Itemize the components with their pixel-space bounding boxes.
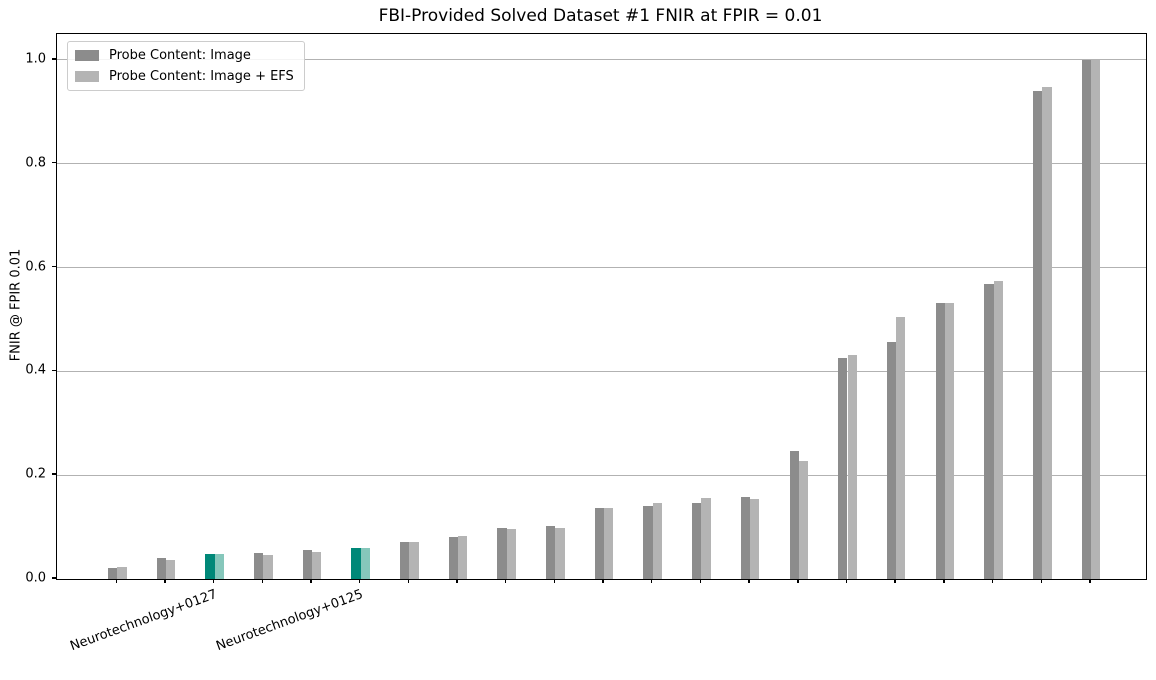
bar-image-12 [692, 502, 702, 579]
x-tick-mark [310, 579, 312, 583]
legend-label: Probe Content: Image + EFS [109, 69, 294, 84]
bar-image-efs-12 [701, 497, 711, 579]
bar-image-13 [740, 497, 751, 579]
legend-label: Probe Content: Image [109, 48, 251, 63]
legend-swatch-icon [75, 71, 99, 82]
bar-image-17 [935, 303, 945, 579]
x-tick-mark [261, 579, 264, 583]
x-tick-mark [845, 579, 848, 583]
x-tick-mark [1040, 579, 1042, 583]
y-tick-label: 0.6 [25, 259, 46, 275]
gridline-y-0.2 [57, 474, 1146, 476]
bar-image-7 [448, 537, 459, 579]
bar-image-efs-13 [750, 499, 760, 579]
bar-image-efs-0 [117, 567, 127, 579]
bar-image-efs-11 [652, 503, 663, 579]
x-tick-mark [748, 579, 750, 583]
gridline-y-0.4 [57, 370, 1146, 372]
bar-image-efs-6 [409, 541, 419, 579]
x-tick-mark [407, 579, 410, 583]
bar-image-16 [886, 342, 897, 579]
bar-image-efs-4 [312, 551, 322, 579]
x-tick-mark [164, 579, 166, 583]
x-tick-mark [1089, 579, 1091, 583]
legend-rows: Probe Content: Image Probe Content: Image… [75, 48, 294, 84]
gridline-y-1 [57, 59, 1146, 61]
bar-image-6 [400, 541, 410, 579]
y-tick-mark [52, 265, 56, 268]
gridline-y-0.8 [57, 163, 1146, 165]
x-tick-mark [359, 579, 361, 583]
y-tick-label: 0.0 [25, 570, 46, 586]
y-tick-mark [52, 162, 56, 164]
y-tick-mark [52, 577, 56, 579]
x-tick-mark [456, 579, 458, 583]
chart-title: FBI-Provided Solved Dataset #1 FNIR at F… [378, 6, 823, 26]
bar-image-efs-3 [263, 555, 273, 579]
y-tick-label: 0.2 [25, 466, 46, 482]
bar-image-efs-17 [944, 303, 955, 579]
y-tick-label: 0.8 [25, 155, 46, 171]
x-tick-mark [505, 579, 507, 583]
y-tick-mark [52, 58, 56, 60]
bar-image-8 [497, 528, 507, 579]
x-tick-mark [991, 579, 994, 583]
x-tick-mark [212, 579, 215, 583]
bar-image-15 [838, 358, 848, 579]
y-tick-label: 1.0 [25, 51, 46, 67]
bar-image-efs-2 [214, 554, 224, 579]
bar-image-4 [302, 550, 313, 579]
y-tick-label: 0.4 [25, 362, 46, 378]
bar-image-14 [789, 451, 799, 579]
x-tick-mark [699, 579, 702, 583]
bar-image-efs-15 [847, 355, 857, 579]
bar-image-efs-1 [165, 560, 176, 579]
legend-swatch-icon [75, 50, 99, 61]
bar-image-1 [156, 558, 166, 579]
x-tick-mark [602, 579, 604, 583]
bar-image-efs-10 [604, 508, 614, 579]
bar-image-2 [205, 554, 215, 579]
bar-image-5 [351, 548, 361, 579]
bar-image-efs-9 [555, 528, 565, 579]
legend-item-1: Probe Content: Image + EFS [75, 69, 294, 84]
bar-image-efs-7 [458, 535, 468, 579]
bar-image-0 [108, 567, 118, 579]
bar-image-efs-14 [798, 460, 809, 579]
bar-image-3 [254, 553, 264, 579]
bar-image-18 [984, 283, 994, 579]
bar-image-19 [1032, 91, 1043, 579]
bar-image-efs-20 [1090, 59, 1101, 579]
y-tick-mark [52, 473, 56, 475]
bar-image-10 [594, 508, 605, 579]
x-tick-mark [115, 579, 117, 583]
x-tick-mark [894, 579, 896, 583]
bar-image-9 [546, 526, 556, 579]
bar-image-efs-19 [1042, 86, 1052, 579]
bar-image-efs-5 [360, 548, 370, 579]
y-tick-mark [52, 369, 56, 372]
gridline-y-0.6 [57, 267, 1146, 269]
x-tick-mark [943, 579, 945, 583]
legend: Probe Content: Image Probe Content: Image… [67, 41, 305, 91]
x-tick-mark [553, 579, 556, 583]
plot-area: Probe Content: Image Probe Content: Image… [56, 33, 1147, 580]
bar-image-20 [1081, 59, 1091, 579]
bar-image-efs-16 [896, 317, 906, 579]
bar-image-efs-8 [506, 528, 517, 579]
bar-image-11 [643, 505, 653, 579]
legend-item-0: Probe Content: Image [75, 48, 294, 63]
x-tick-mark [651, 579, 653, 583]
x-tick-mark [797, 579, 799, 583]
bar-image-efs-18 [993, 281, 1003, 579]
